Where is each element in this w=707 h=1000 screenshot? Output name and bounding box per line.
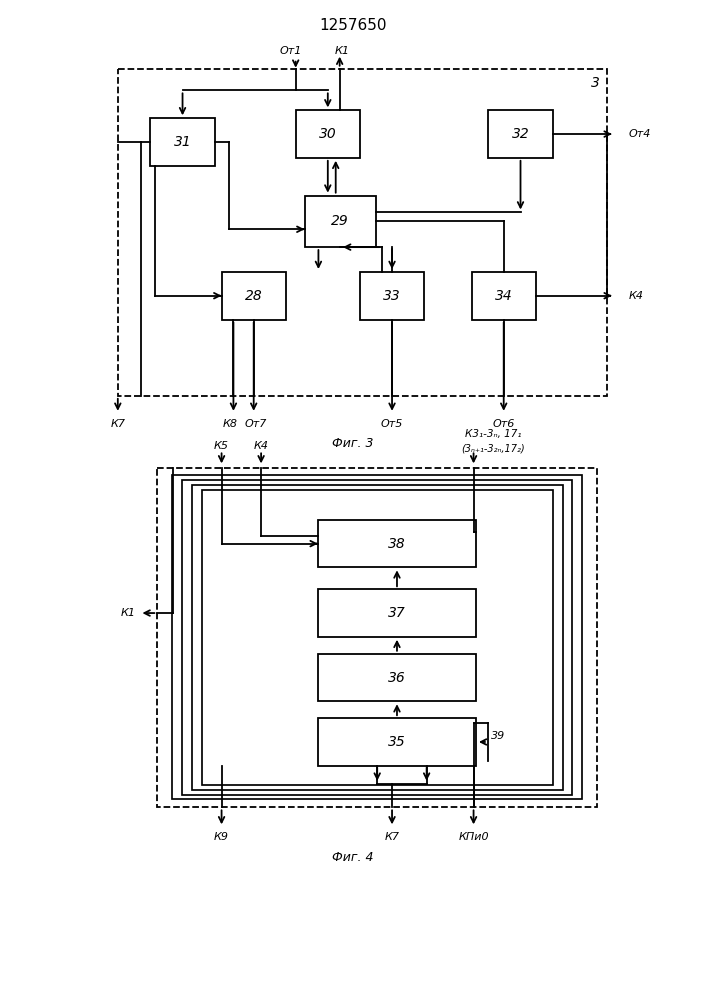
- Bar: [318, 718, 476, 766]
- Bar: [318, 654, 476, 701]
- Text: К3₁-3ₙ, 17₁: К3₁-3ₙ, 17₁: [465, 429, 522, 439]
- Text: Oт6: Oт6: [493, 419, 515, 429]
- Bar: [158, 468, 597, 807]
- Text: Oт7: Oт7: [245, 419, 267, 429]
- Bar: [118, 69, 607, 396]
- Text: 38: 38: [388, 537, 406, 551]
- Text: 1257650: 1257650: [320, 18, 387, 33]
- Bar: [318, 520, 476, 567]
- Bar: [192, 485, 563, 790]
- Text: К1: К1: [335, 46, 350, 56]
- Bar: [489, 110, 553, 158]
- Text: К9: К9: [214, 832, 229, 842]
- Bar: [472, 272, 536, 320]
- Text: К1: К1: [121, 608, 136, 618]
- Bar: [305, 196, 375, 247]
- Text: КПи0: КПи0: [458, 832, 489, 842]
- Bar: [151, 118, 215, 166]
- Text: 29: 29: [332, 214, 349, 228]
- Bar: [182, 480, 573, 795]
- Text: 32: 32: [512, 127, 530, 141]
- Text: 36: 36: [388, 671, 406, 685]
- Text: Фиг. 3: Фиг. 3: [332, 437, 374, 450]
- Bar: [296, 110, 360, 158]
- Text: Oт4: Oт4: [629, 129, 651, 139]
- Text: 28: 28: [245, 289, 262, 303]
- Text: (3ₙ₊₁-3₂ₙ,17₂): (3ₙ₊₁-3₂ₙ,17₂): [462, 443, 525, 453]
- Text: К7: К7: [110, 419, 125, 429]
- Bar: [173, 475, 583, 799]
- Bar: [221, 272, 286, 320]
- Text: К4: К4: [254, 441, 269, 451]
- Text: К7: К7: [385, 832, 399, 842]
- Bar: [201, 490, 553, 785]
- Text: 35: 35: [388, 735, 406, 749]
- Text: Oт1: Oт1: [279, 46, 302, 56]
- Text: 34: 34: [495, 289, 513, 303]
- Text: Oт5: Oт5: [381, 419, 403, 429]
- Text: К5: К5: [214, 441, 229, 451]
- Text: 30: 30: [319, 127, 337, 141]
- Text: 37: 37: [388, 606, 406, 620]
- Text: Фиг. 4: Фиг. 4: [332, 851, 374, 864]
- Text: 39: 39: [491, 731, 505, 741]
- Bar: [318, 589, 476, 637]
- Text: 3: 3: [590, 76, 600, 90]
- Text: 33: 33: [383, 289, 401, 303]
- Text: К8: К8: [223, 419, 238, 429]
- Text: К4: К4: [629, 291, 643, 301]
- Bar: [360, 272, 424, 320]
- Text: 31: 31: [174, 135, 192, 149]
